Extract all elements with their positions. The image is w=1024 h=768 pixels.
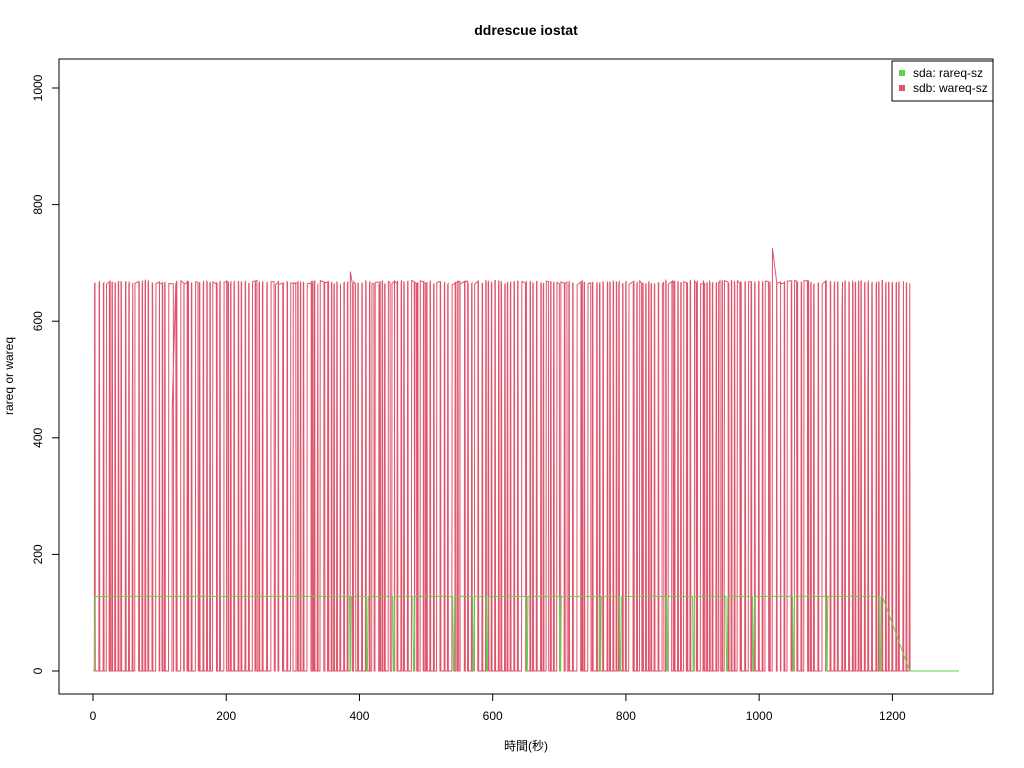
legend-box	[891, 60, 994, 102]
x-tick-label: 1000	[746, 709, 773, 723]
x-tick-label: 800	[616, 709, 636, 723]
x-tick-label: 600	[483, 709, 503, 723]
x-tick-label: 200	[216, 709, 236, 723]
legend-label-sda: sda: rareq-sz	[913, 66, 983, 80]
y-tick-label: 400	[31, 427, 45, 447]
x-tick-label: 1200	[879, 709, 906, 723]
y-tick-label: 200	[31, 544, 45, 564]
series-line-sda	[93, 595, 959, 672]
legend-label-sdb: sdb: wareq-sz	[913, 81, 988, 95]
legend: sda: rareq-sz sdb: wareq-sz	[891, 60, 994, 102]
y-axis: 0 200 400 600 800 1000	[31, 74, 60, 674]
x-axis-label: 時間(秒)	[504, 739, 548, 753]
x-tick-label: 0	[90, 709, 97, 723]
legend-swatch-sdb	[899, 85, 905, 91]
series-line-sdb	[93, 248, 959, 672]
chart-title: ddrescue iostat	[474, 22, 578, 38]
y-tick-label: 1000	[31, 74, 45, 101]
x-axis: 0 200 400 600 800 1000 1200	[90, 693, 906, 723]
series-layer	[93, 248, 959, 672]
y-axis-label: rareq or wareq	[2, 337, 16, 415]
y-tick-label: 800	[31, 194, 45, 214]
y-tick-label: 600	[31, 311, 45, 331]
x-tick-label: 400	[349, 709, 369, 723]
y-tick-label: 0	[31, 667, 45, 674]
legend-swatch-sda	[899, 70, 905, 76]
